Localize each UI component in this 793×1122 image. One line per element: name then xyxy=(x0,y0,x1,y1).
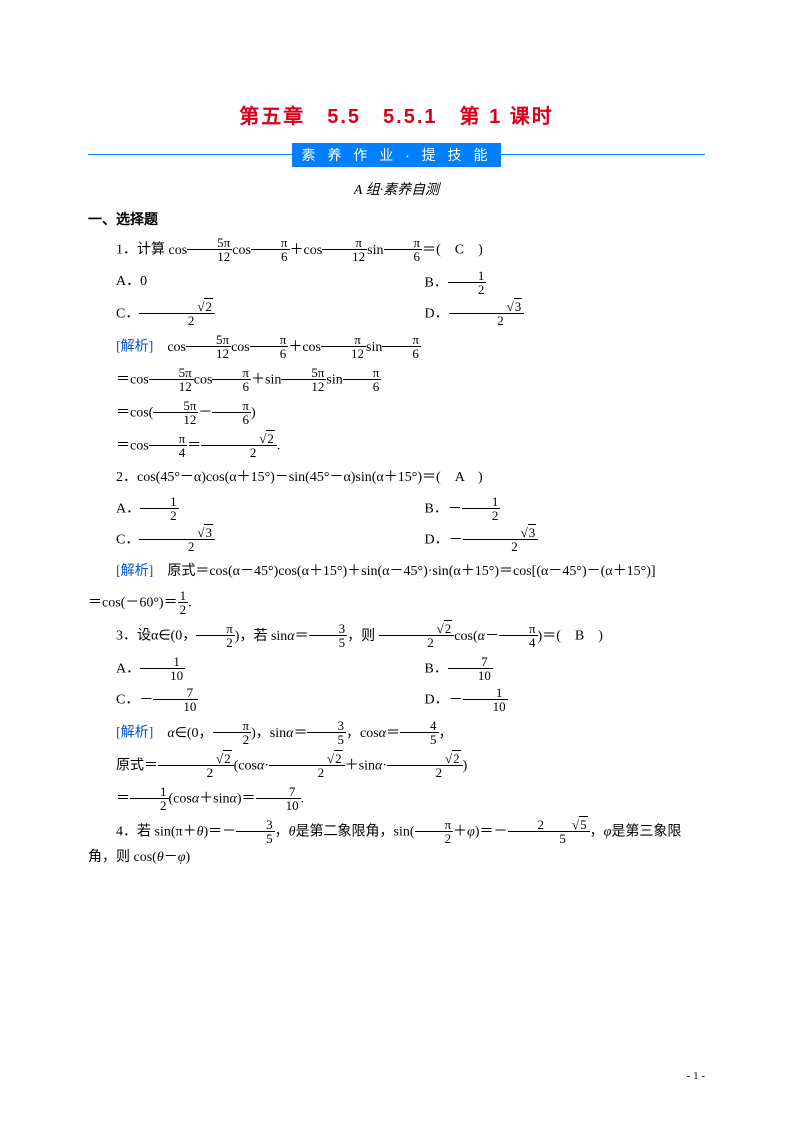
page-content: 第五章 5.5 5.5.1 第 1 课时 素 养 作 业 · 提 技 能 A 组… xyxy=(0,0,793,936)
analysis-label: [解析] xyxy=(116,564,153,579)
q1-prefix: 1．计算 xyxy=(116,243,169,258)
q1-stem: 1．计算 cos5π12cosπ6＋cosπ12sinπ6＝( C ) xyxy=(88,237,705,264)
q3-stem: 3．设α∈(0，π2)，若 sinα＝35，则 22cos(α－π4)＝( B … xyxy=(88,623,705,650)
q3-mid: π2)，若 sinα＝35，则 22cos(α－π4)＝ xyxy=(196,629,556,644)
analysis-label: [解析] xyxy=(116,726,153,741)
q2-options-row2: C．32 D．－32 xyxy=(88,527,705,554)
q3-opt-d: D．－110 xyxy=(397,687,706,714)
q3-options-row2: C．－710 D．－110 xyxy=(88,687,705,714)
section-heading: 一、选择题 xyxy=(88,209,705,229)
analysis-label: [解析] xyxy=(116,340,153,355)
q1-opt-d: D．32 xyxy=(397,301,706,328)
q1-opt-b: B．12 xyxy=(397,270,706,297)
banner-box: 素 养 作 业 · 提 技 能 xyxy=(292,143,502,167)
q3-analysis-0: [解析] α∈(0，π2)，sinα＝35，cosα＝45， xyxy=(88,720,705,747)
q3-opt-b: B．710 xyxy=(397,656,706,683)
q2-analysis-0: [解析] 原式＝cos(α－45°)cos(α＋15°)＋sin(α－45°)·… xyxy=(88,560,705,584)
q3-analysis-2: ＝12(cosα＋sinα)＝710. xyxy=(88,786,705,813)
q1-analysis-1: ＝cos5π12cosπ6＋sin5π12sinπ6 xyxy=(88,367,705,394)
q1-analysis-2: ＝cos(5π12－π6) xyxy=(88,400,705,427)
q4-stem: 4．若 sin(π＋θ)＝－35，θ是第二象限角，sin(π2＋φ)＝－255，… xyxy=(88,819,705,870)
q3-opt-a: A．110 xyxy=(88,656,397,683)
q1-options-row2: C．22 D．32 xyxy=(88,301,705,328)
q1-expr: cos5π12cosπ6＋cosπ12sinπ6＝ xyxy=(169,243,437,258)
q1-opt-c: C．22 xyxy=(88,301,397,328)
q2-opt-d: D．－32 xyxy=(397,527,706,554)
banner-line: 素 养 作 业 · 提 技 能 xyxy=(88,143,705,165)
q1-analysis-3: ＝cosπ4＝22. xyxy=(88,433,705,460)
q1-opt-a: A．0 xyxy=(88,270,397,297)
q2-opt-a: A．12 xyxy=(88,496,397,523)
q3-opt-c: C．－710 xyxy=(88,687,397,714)
q3-options-row1: A．110 B．710 xyxy=(88,656,705,683)
q1-options-row1: A．0 B．12 xyxy=(88,270,705,297)
page-number: - 1 - xyxy=(687,1070,705,1082)
q1-answer: C xyxy=(455,243,464,258)
group-label: A 组·素养自测 xyxy=(88,179,705,199)
q2-stem: 2．cos(45°－α)cos(α＋15°)－sin(45°－α)sin(α＋1… xyxy=(88,466,705,490)
chapter-title: 第五章 5.5 5.5.1 第 1 课时 xyxy=(88,100,705,129)
q2-opt-b: B．－12 xyxy=(397,496,706,523)
q2-options-row1: A．12 B．－12 xyxy=(88,496,705,523)
q2-analysis-1: ＝cos(－60°)＝12. xyxy=(88,590,705,617)
q3-prefix: 3．设α∈(0， xyxy=(116,629,196,644)
q2-opt-c: C．32 xyxy=(88,527,397,554)
q3-answer: B xyxy=(575,629,584,644)
q3-analysis-1: 原式＝22(cosα·22＋sinα·22) xyxy=(88,753,705,780)
q1-analysis-0: [解析] cos5π12cosπ6＋cosπ12sinπ6 xyxy=(88,334,705,361)
